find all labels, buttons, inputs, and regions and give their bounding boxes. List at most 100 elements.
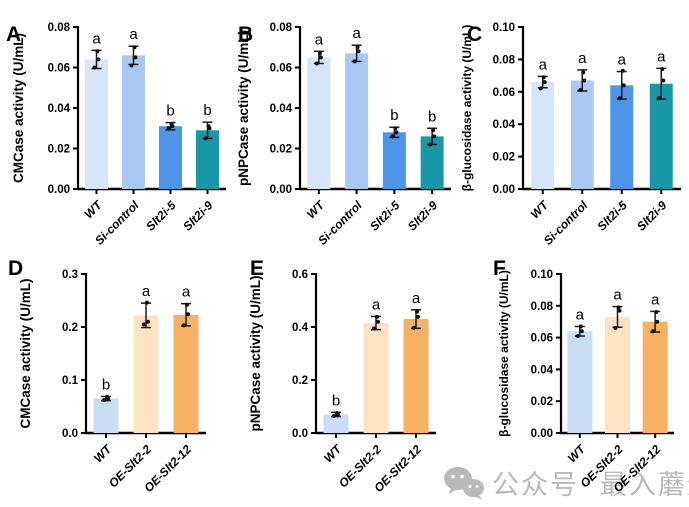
data-point: [393, 126, 398, 131]
bar-OE-Slt2-12: [642, 321, 668, 433]
y-axis-title: pNPCase activity (U/mL): [236, 30, 251, 186]
y-tick-label: 0.04: [493, 119, 516, 131]
data-point: [578, 324, 583, 329]
wechat-icon: [444, 466, 484, 499]
panel-c-letter: C: [467, 23, 483, 46]
x-category-label: Slt2i-9: [180, 198, 216, 234]
y-tick-label: 0.2: [292, 375, 308, 387]
sig-letter: b: [166, 103, 174, 120]
y-tick-label: 0.04: [48, 103, 71, 115]
data-point: [332, 414, 336, 419]
bar-OE-Slt2-2: [133, 315, 159, 433]
bar-Slt2i-9: [420, 136, 444, 189]
panel-b-chart: 0.00 0.02 0.04 0.06 0.08 pNPCase activity (U/…: [236, 22, 451, 248]
data-point: [657, 96, 662, 101]
sig-letter: a: [613, 287, 622, 304]
data-point: [582, 78, 587, 83]
panel-d: D 0.0 0.1 0.2 0.3 CMCase activity (U/mL) b WT a…: [0, 250, 230, 507]
data-point: [375, 314, 379, 319]
data-point: [102, 398, 106, 403]
x-category-label: Slt2i-5: [367, 198, 403, 234]
sig-letter: a: [576, 306, 585, 323]
y-axis-title: β-glucosidase activity (U/mL): [460, 25, 474, 192]
data-point: [616, 305, 621, 310]
x-category-label: WT: [304, 197, 328, 221]
y-tick-label: 0.08: [493, 54, 516, 66]
data-point: [660, 67, 665, 72]
panel-c: C 0.00 0.02 0.04 0.06 0.08 0.10 β-glucosidase …: [455, 0, 689, 250]
watermark-platform-label: 公众号: [492, 470, 579, 500]
panel-a-letter: A: [6, 23, 22, 46]
data-point: [578, 88, 583, 93]
sig-letter: b: [390, 107, 398, 124]
data-point: [428, 142, 433, 147]
sig-letter: a: [618, 52, 627, 69]
y-tick-label: 0.06: [270, 63, 292, 75]
y-tick-label: 0.08: [48, 22, 71, 34]
data-point: [390, 134, 395, 139]
y-tick-label: 0.2: [62, 322, 78, 334]
sig-letter: a: [129, 26, 138, 43]
data-point: [372, 326, 376, 331]
bar-Si-control: [345, 53, 369, 190]
data-point: [186, 312, 190, 317]
data-point: [317, 51, 322, 56]
y-tick-label: 0.02: [531, 396, 553, 408]
y-tick-label: 0.10: [493, 22, 515, 34]
y-tick-label: 0.0: [292, 428, 308, 440]
y-tick-label: 0.4: [292, 322, 309, 334]
sig-letter: a: [92, 30, 101, 47]
sig-letter: b: [428, 108, 436, 125]
sig-letter: a: [372, 296, 381, 313]
bar-WT: [323, 414, 349, 433]
data-point: [575, 334, 580, 339]
data-point: [185, 302, 189, 307]
x-category-label: WT: [321, 441, 345, 465]
x-category-label: WT: [528, 197, 552, 221]
y-tick-label: 0.06: [493, 87, 515, 99]
panel-f-chart: 0.00 0.02 0.04 0.06 0.08 0.10 β-glucosidase ac…: [497, 269, 674, 495]
x-category-label: Slt2i-9: [405, 198, 441, 234]
y-tick-label: 0.04: [270, 103, 293, 115]
x-category-label: WT: [565, 441, 589, 465]
data-point: [651, 329, 656, 334]
watermark-separator: ·: [584, 467, 595, 497]
data-point: [394, 130, 399, 135]
y-tick-label: 0.08: [270, 22, 293, 34]
data-point: [318, 55, 323, 60]
data-point: [431, 128, 436, 133]
x-category-label: Slt2i-5: [595, 198, 631, 234]
data-point: [541, 75, 546, 80]
bar-WT: [531, 82, 555, 189]
bar-OE-Slt2-12: [173, 314, 199, 433]
y-axis-title: β-glucosidase activity (U/mL): [497, 270, 511, 437]
bar-WT: [85, 59, 108, 190]
x-category-label: Slt2i-5: [143, 198, 179, 234]
y-tick-label: 0.02: [493, 152, 515, 164]
y-tick-label: 0.02: [270, 144, 292, 156]
data-point: [92, 65, 97, 70]
y-tick-label: 0.6: [292, 269, 308, 281]
data-point: [617, 96, 622, 101]
y-axis-title: CMCase activity (U/mL): [11, 33, 26, 183]
y-tick-label: 0.00: [270, 184, 292, 196]
x-category-label: Si-control: [541, 198, 591, 248]
data-point: [182, 323, 186, 328]
data-point: [335, 411, 339, 416]
y-tick-label: 0.08: [531, 301, 554, 313]
bar-OE-Slt2-12: [403, 319, 429, 433]
watermark-account-name: 最入蘑道: [600, 470, 689, 500]
data-point: [169, 122, 174, 127]
sig-letter: b: [102, 376, 110, 393]
sig-letter: b: [203, 102, 211, 119]
panel-b-letter: B: [238, 23, 254, 46]
data-point: [416, 314, 420, 319]
data-point: [352, 59, 357, 64]
bar-Slt2i-9: [196, 130, 219, 189]
bar-WT: [567, 331, 593, 433]
x-category-label: WT: [91, 441, 115, 465]
bar-Si-control: [122, 55, 145, 189]
data-point: [654, 310, 659, 315]
